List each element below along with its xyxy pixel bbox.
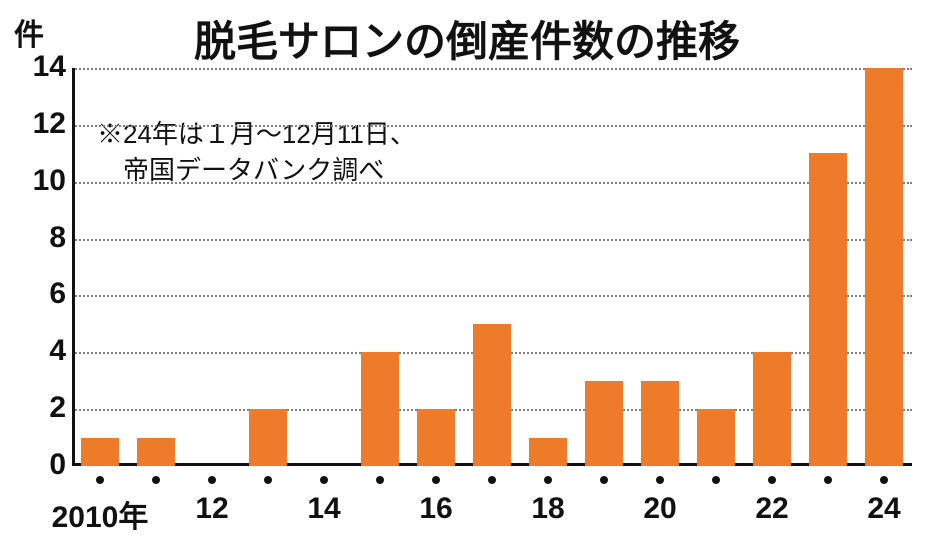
y-tick-label: 12 xyxy=(6,107,66,141)
x-tick-dot xyxy=(488,476,496,484)
chart-title: 脱毛サロンの倒産件数の推移 xyxy=(0,8,934,69)
x-tick-dot xyxy=(824,476,832,484)
bar xyxy=(137,438,175,466)
x-tick-dot xyxy=(96,476,104,484)
bar xyxy=(361,352,399,466)
x-tick-dot xyxy=(544,476,552,484)
y-axis-line xyxy=(72,68,75,466)
gridline xyxy=(72,239,912,241)
x-tick-label: 24 xyxy=(814,492,934,526)
x-tick-dot xyxy=(208,476,216,484)
bar xyxy=(417,409,455,466)
bar xyxy=(529,438,567,466)
bar xyxy=(473,324,511,466)
gridline xyxy=(72,295,912,297)
bar xyxy=(249,409,287,466)
y-axis-unit-label: 件 xyxy=(14,10,44,54)
x-tick-dot xyxy=(376,476,384,484)
bar xyxy=(585,381,623,466)
bar xyxy=(809,153,847,466)
gridline xyxy=(72,68,912,70)
y-tick-label: 8 xyxy=(6,221,66,255)
y-tick-label: 2 xyxy=(6,391,66,425)
y-tick-label: 14 xyxy=(6,50,66,84)
y-tick-label: 10 xyxy=(6,164,66,198)
chart-plot-area: ※24年は１月～12月11日、 帝国データバンク調べ 0246810121420… xyxy=(72,68,912,466)
bar xyxy=(865,68,903,466)
y-tick-label: 0 xyxy=(6,448,66,482)
bar xyxy=(81,438,119,466)
x-tick-dot xyxy=(152,476,160,484)
x-tick-dot xyxy=(712,476,720,484)
x-tick-dot xyxy=(880,476,888,484)
x-tick-dot xyxy=(768,476,776,484)
gridline xyxy=(72,182,912,184)
bar xyxy=(641,381,679,466)
y-tick-label: 6 xyxy=(6,277,66,311)
x-tick-dot xyxy=(264,476,272,484)
bar xyxy=(753,352,791,466)
x-tick-dot xyxy=(600,476,608,484)
gridline xyxy=(72,125,912,127)
chart-footnote: ※24年は１月～12月11日、 帝国データバンク調べ xyxy=(97,116,416,189)
x-tick-dot xyxy=(656,476,664,484)
x-tick-dot xyxy=(432,476,440,484)
bar xyxy=(697,409,735,466)
x-tick-dot xyxy=(320,476,328,484)
y-tick-label: 4 xyxy=(6,334,66,368)
